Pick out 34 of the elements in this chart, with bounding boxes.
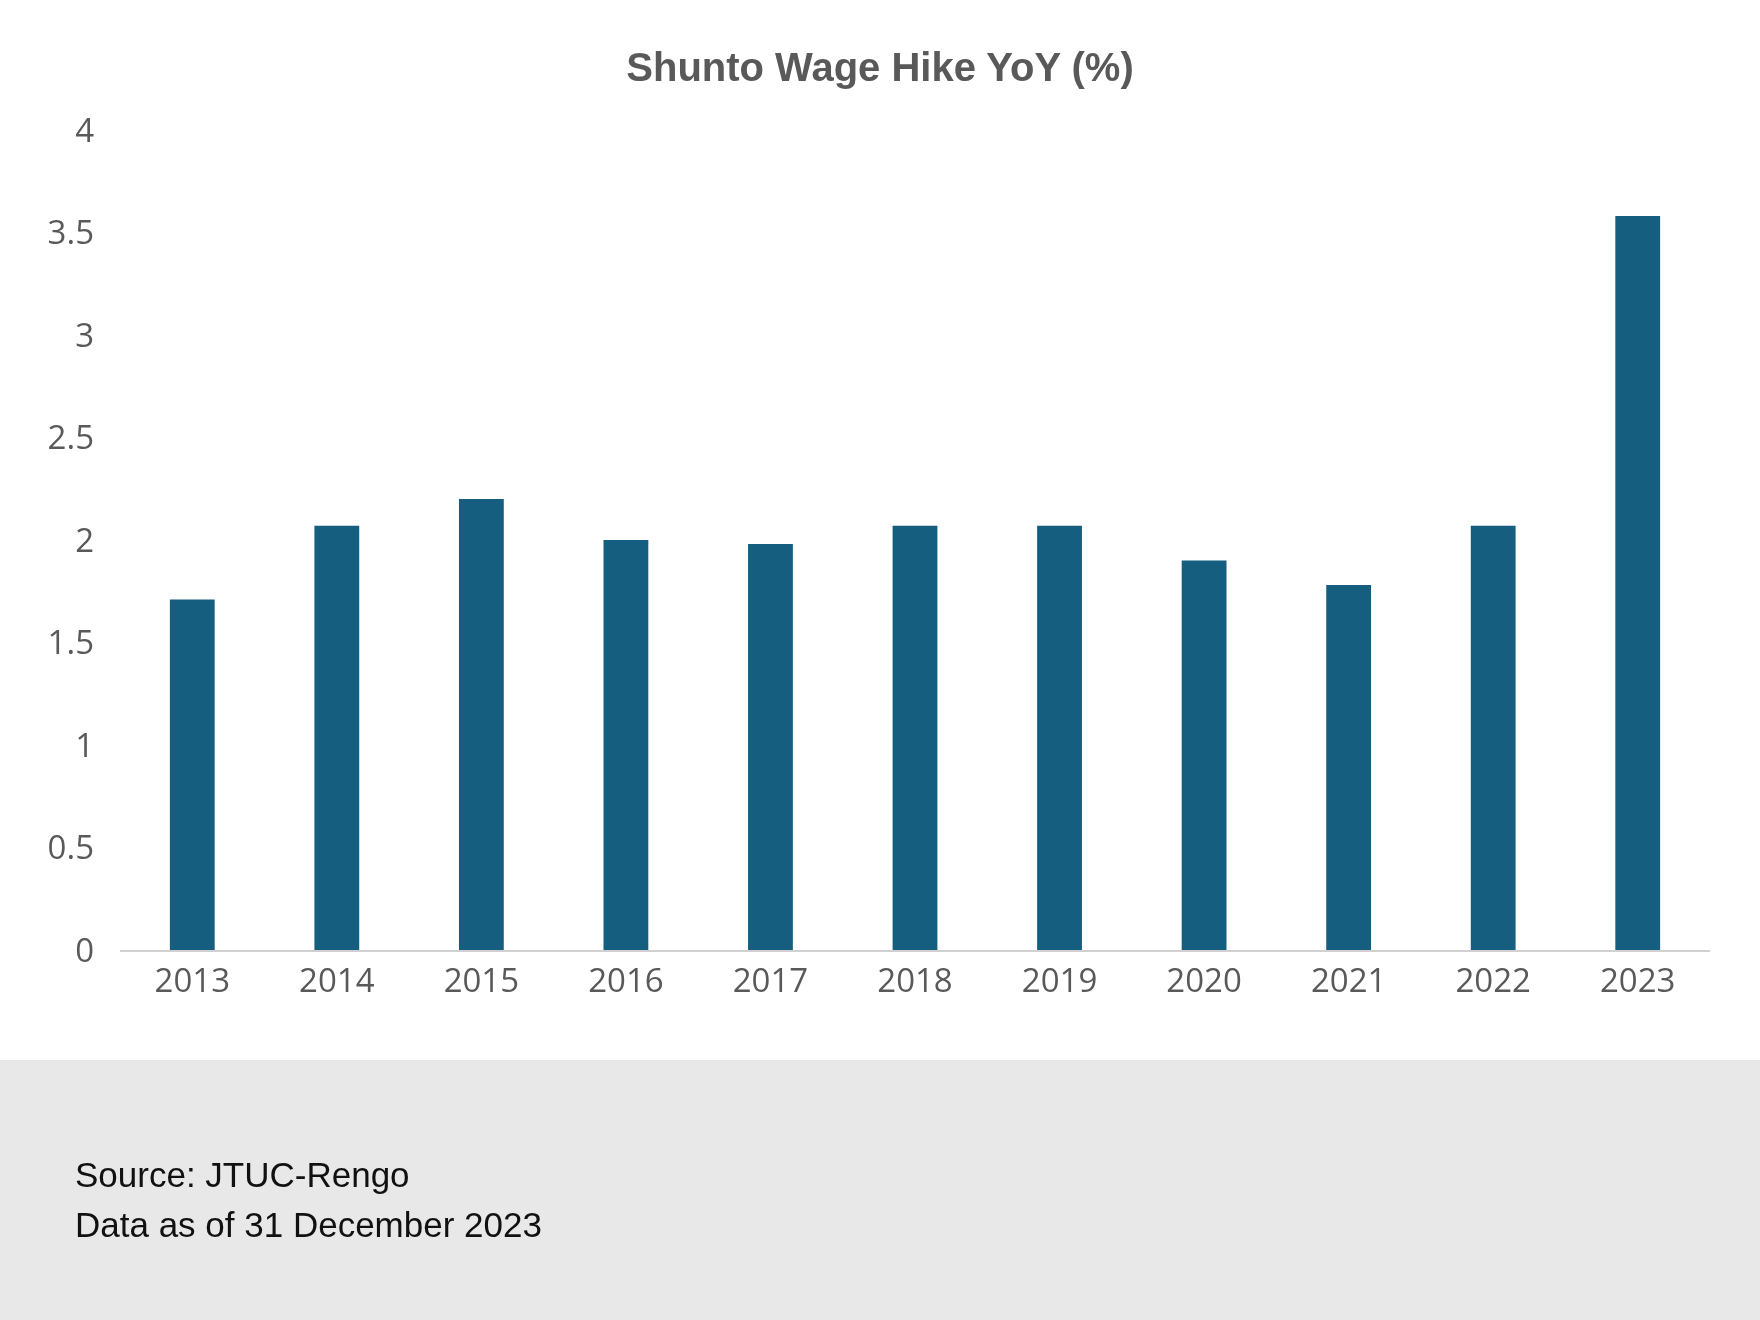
x-tick-label: 2021 [1310, 956, 1387, 1002]
x-tick-label: 2019 [1021, 956, 1098, 1002]
x-tick-label: 2016 [588, 956, 664, 1002]
bar [748, 544, 793, 950]
x-tick-label: 2022 [1455, 956, 1531, 1002]
bar [314, 525, 360, 950]
x-tick-label: 2020 [1166, 956, 1242, 1002]
y-tick-label: 4 [75, 106, 95, 152]
bar [169, 599, 215, 950]
text: Data as of 31 December 2023 [75, 1204, 543, 1246]
y-tick-label: 1.5 [47, 619, 94, 665]
bar [458, 499, 504, 950]
bar [603, 540, 649, 950]
bar [1470, 525, 1516, 950]
x-tick-label: 2013 [154, 956, 231, 1002]
y-tick-label: 0.5 [47, 824, 94, 870]
bar [892, 525, 938, 950]
bar [1037, 525, 1082, 950]
x-tick-label: 2023 [1599, 956, 1676, 1002]
source-note: Source: JTUC-Rengo [75, 1154, 411, 1196]
y-tick-label: 2.5 [47, 414, 94, 460]
bar [1326, 585, 1372, 950]
y-tick-label: 0 [75, 926, 94, 972]
x-tick-label: 2014 [299, 956, 375, 1002]
x-tick-label: 2018 [877, 956, 953, 1002]
y-tick-label: 2 [75, 516, 94, 562]
y-tick-label: 3.5 [47, 209, 94, 255]
x-tick-label: 2015 [443, 956, 520, 1002]
bar [1181, 560, 1227, 950]
bar [1615, 216, 1661, 950]
x-tick-label: 2017 [732, 956, 809, 1002]
y-tick-label: 3 [75, 311, 94, 357]
chart-title: Shunto Wage Hike YoY (%) [626, 45, 1134, 89]
y-tick-label: 1 [75, 721, 94, 767]
